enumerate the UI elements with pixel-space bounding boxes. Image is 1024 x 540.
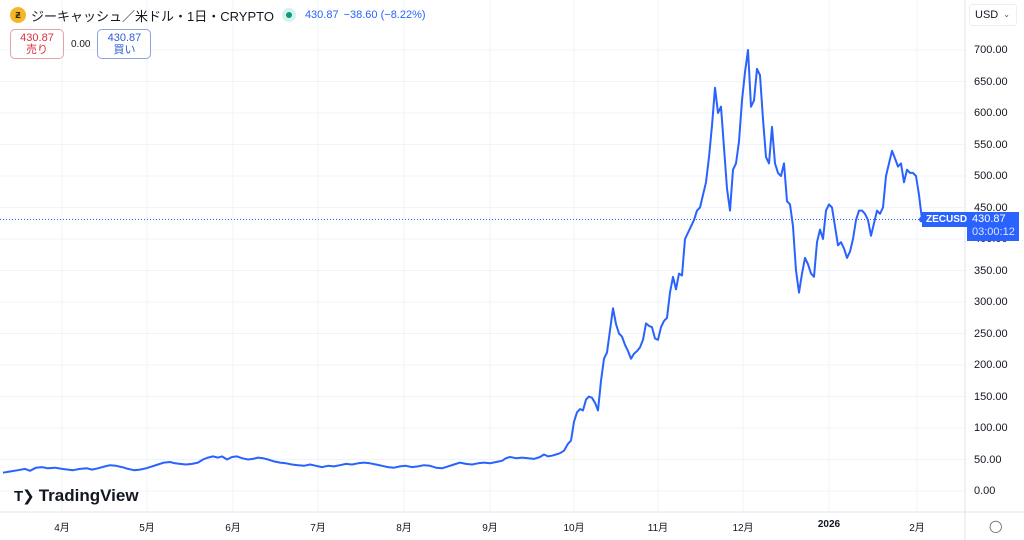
- chart-header: ƶ ジーキャッシュ／米ドル・1日・CRYPTO 430.87 −38.60 (−…: [10, 5, 426, 25]
- last-price: 430.87: [304, 9, 339, 21]
- price-tick-label: 250.00: [974, 327, 1008, 340]
- currency-select[interactable]: USD ⌄: [969, 4, 1017, 26]
- buy-price: 430.87: [107, 32, 142, 44]
- trade-panel: 430.87 売り 0.00 430.87 買い: [10, 29, 152, 59]
- time-tick-label: 5月: [139, 523, 155, 534]
- logo-text: TradingView: [38, 486, 139, 505]
- price-change: −38.60 (−8.22%): [343, 9, 426, 21]
- symbol-title[interactable]: ジーキャッシュ／米ドル・1日・CRYPTO: [31, 8, 274, 24]
- price-tick-label: 200.00: [974, 359, 1008, 371]
- tag-price: 430.87: [972, 213, 1006, 225]
- spread-value: 0.00: [71, 38, 91, 50]
- price-tick-label: 0.00: [974, 485, 996, 497]
- price-tick-label: 600.00: [974, 107, 1008, 119]
- buy-label: 買い: [113, 44, 136, 56]
- time-tick-label: 6月: [225, 523, 241, 534]
- sell-label: 売り: [26, 44, 48, 56]
- price-tick-label: 650.00: [974, 75, 1008, 88]
- buy-button[interactable]: 430.87 買い: [97, 29, 152, 59]
- time-tick-label: 12月: [732, 523, 754, 534]
- chevron-down-icon: ⌄: [1003, 10, 1010, 19]
- time-tick-label: 11月: [647, 523, 669, 534]
- last-price-tag: 430.87 03:00:12: [967, 212, 1019, 241]
- symbol-tag: ZECUSD: [922, 212, 972, 227]
- currency-value: USD: [975, 9, 999, 21]
- price-tick-label: 50.00: [974, 453, 1002, 466]
- time-tick-label: 2026: [817, 519, 841, 530]
- time-tick-label: 7月: [310, 523, 326, 534]
- price-tick-label: 550.00: [974, 138, 1008, 151]
- market-open-icon: [281, 8, 296, 22]
- tradingview-logo[interactable]: T❯ TradingView: [14, 486, 139, 506]
- tradingview-logo-icon: T❯: [14, 488, 35, 505]
- price-tick-label: 150.00: [974, 390, 1008, 403]
- bar-countdown: 03:00:12: [972, 226, 1015, 238]
- price-tick-label: 300.00: [974, 296, 1008, 308]
- chart-grid: [0, 0, 965, 512]
- time-tick-label: 9月: [482, 523, 498, 534]
- time-tick-label: 8月: [396, 523, 412, 534]
- time-tick-label: 10月: [563, 523, 585, 534]
- price-tick-label: 450.00: [974, 201, 1008, 214]
- settings-gear-icon[interactable]: ◯: [989, 519, 1003, 533]
- price-tick-label: 350.00: [974, 264, 1008, 277]
- time-tick-label: 2月: [909, 523, 925, 534]
- sell-price: 430.87: [20, 32, 54, 44]
- sell-button[interactable]: 430.87 売り: [10, 29, 64, 59]
- price-tick-label: 700.00: [974, 44, 1008, 56]
- price-line: [2, 49, 923, 474]
- time-tick-label: 4月: [54, 523, 70, 534]
- price-tick-label: 500.00: [974, 170, 1008, 182]
- zcash-icon: ƶ: [10, 7, 26, 23]
- price-tick-label: 100.00: [974, 422, 1008, 434]
